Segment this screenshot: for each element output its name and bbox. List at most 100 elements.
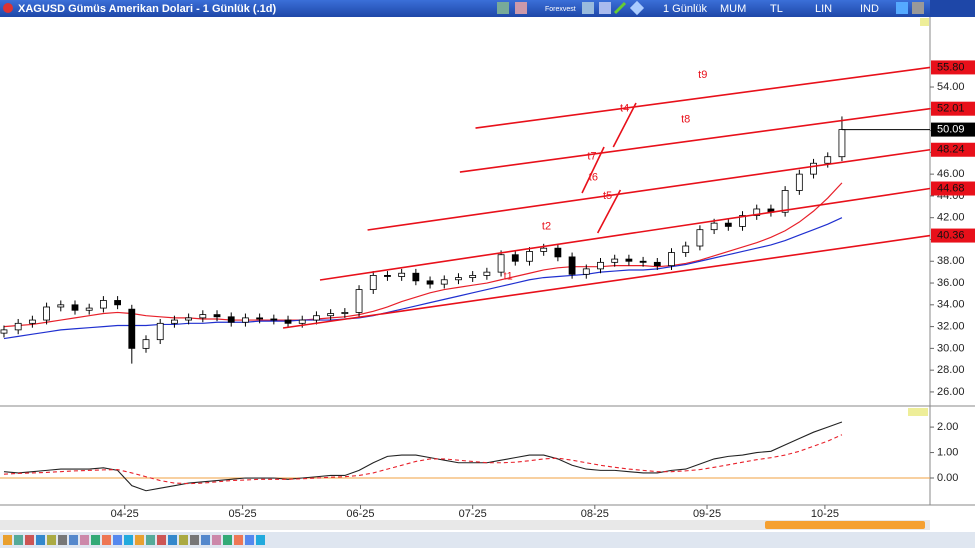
tool-icon[interactable]: [912, 2, 924, 14]
candle-body: [99, 300, 107, 309]
candle-body: [412, 272, 420, 282]
candle-body: [242, 317, 249, 323]
toolbar-icon[interactable]: [212, 535, 221, 545]
toolbar-icon[interactable]: [201, 535, 210, 545]
annotation: t1: [504, 270, 513, 282]
annotation: t4: [620, 103, 629, 115]
candle-body: [355, 289, 363, 313]
toolbar-icon[interactable]: [168, 535, 177, 545]
period-button[interactable]: 1 Günlük: [663, 3, 708, 15]
tool-icon[interactable]: [497, 2, 509, 14]
trend-line: [319, 187, 931, 281]
candle-body: [298, 319, 306, 324]
annotation: t6: [589, 171, 598, 183]
candle-body: [497, 254, 505, 273]
tool-icon[interactable]: [629, 0, 645, 16]
annotation: t2: [542, 220, 551, 232]
candle-body: [710, 222, 718, 231]
candle-body: [597, 261, 604, 270]
toolbar-icon[interactable]: [124, 535, 133, 545]
toolbar-icon[interactable]: [36, 535, 45, 545]
candle-body: [838, 129, 846, 158]
candle-body: [313, 315, 320, 321]
candle-body: [682, 245, 690, 253]
pane-button[interactable]: [908, 408, 928, 416]
y-tick-label: 26.00: [937, 386, 965, 398]
y-tick-label: 30.00: [937, 342, 965, 354]
annotation: t5: [603, 190, 612, 202]
tool-icon[interactable]: [613, 1, 627, 15]
toolbar-button[interactable]: LIN: [815, 3, 832, 15]
toolbar-icon[interactable]: [157, 535, 166, 545]
candle-body: [625, 258, 633, 262]
candle-body: [724, 222, 732, 227]
scroll-thumb[interactable]: [765, 521, 925, 529]
toolbar-icon[interactable]: [14, 535, 23, 545]
price-label-box: [931, 101, 975, 116]
toolbar-icon[interactable]: [69, 535, 78, 545]
tool-icon[interactable]: [582, 2, 594, 14]
candle-body: [114, 300, 121, 306]
toolbar-icon[interactable]: [80, 535, 89, 545]
candle-body: [256, 317, 264, 320]
price-label-box: [931, 60, 975, 75]
line: [3, 217, 843, 340]
pane-button[interactable]: [920, 18, 929, 26]
tool-icon[interactable]: [599, 2, 611, 14]
candle-body: [810, 162, 817, 175]
toolbar-icon[interactable]: [234, 535, 243, 545]
price-label: 44.68: [937, 182, 965, 194]
bottom-icons: [3, 535, 265, 545]
annotation: t7: [587, 151, 596, 163]
candle-body: [185, 317, 193, 321]
price-label: 48.24: [937, 144, 965, 156]
toolbar-icon[interactable]: [3, 535, 12, 545]
y-tick-label: 38.00: [937, 255, 965, 267]
candle-body: [739, 215, 746, 227]
price-axis: [930, 17, 975, 505]
candle-body: [284, 319, 292, 324]
candle-body: [611, 258, 619, 263]
y-tick-label: 28.00: [937, 364, 965, 376]
tool-icon[interactable]: [896, 2, 908, 14]
window-icon[interactable]: [3, 3, 13, 13]
candle-body: [270, 318, 278, 321]
toolbar-icon[interactable]: [58, 535, 67, 545]
candle-body: [213, 314, 221, 318]
candle-body: [554, 247, 562, 258]
toolbar-icon[interactable]: [146, 535, 155, 545]
toolbar-icon[interactable]: [223, 535, 232, 545]
x-tick-label: 06-25: [346, 508, 374, 520]
candle-body: [795, 173, 803, 191]
price-label-box: [931, 122, 975, 137]
price-label: 50.09: [937, 124, 965, 136]
title-bar: [0, 0, 975, 17]
toolbar-icon[interactable]: [135, 535, 144, 545]
candle-body: [568, 256, 576, 275]
scrollbar[interactable]: [0, 520, 930, 530]
toolbar-icon[interactable]: [91, 535, 100, 545]
toolbar-icon[interactable]: [102, 535, 111, 545]
toolbar-icon[interactable]: [113, 535, 122, 545]
toolbar-icon[interactable]: [47, 535, 56, 545]
tool-icon[interactable]: [515, 2, 527, 14]
toolbar-icon[interactable]: [256, 535, 265, 545]
candle-body: [455, 277, 462, 281]
toolbar-icon[interactable]: [190, 535, 199, 545]
price-label-box: [931, 142, 975, 157]
toolbar-icon[interactable]: [245, 535, 254, 545]
trend-line: [459, 107, 931, 173]
toolbar-button[interactable]: TL: [770, 3, 783, 15]
price-label-box: [931, 228, 975, 243]
candle-body: [57, 304, 65, 308]
toolbar-button[interactable]: IND: [860, 3, 879, 15]
y-tick-label: 0.00: [937, 472, 958, 484]
toolbar-button[interactable]: MUM: [720, 3, 746, 15]
y-tick-label: 54.00: [937, 81, 965, 93]
candle-body: [327, 313, 335, 317]
title-bar-end: [930, 0, 975, 17]
toolbar-icon[interactable]: [25, 535, 34, 545]
toolbar-icon[interactable]: [179, 535, 188, 545]
window-title: XAGUSD Gümüs Amerikan Dolari - 1 Günlük …: [18, 3, 276, 15]
price-label: 40.36: [937, 229, 965, 241]
